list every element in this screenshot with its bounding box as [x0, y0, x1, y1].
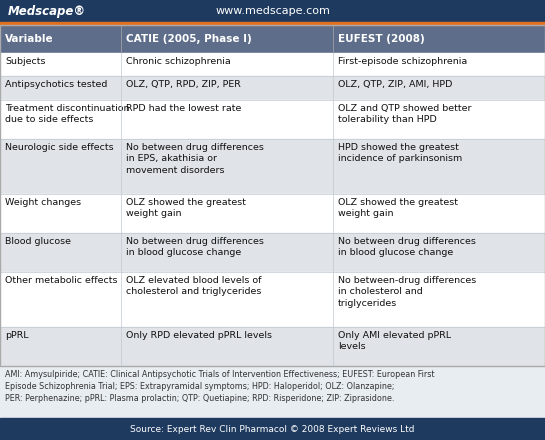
Bar	[0, 233, 545, 272]
Text: Only AMI elevated pPRL
levels: Only AMI elevated pPRL levels	[338, 331, 451, 351]
Text: No between drug differences
in blood glucose change: No between drug differences in blood glu…	[338, 237, 476, 257]
Bar	[0, 25, 545, 366]
Bar	[0, 272, 545, 327]
Text: pPRL: pPRL	[5, 331, 29, 340]
Text: AMI: Amysulpiride; CATIE: Clinical Antipsychotic Trials of Intervention Effectiv: AMI: Amysulpiride; CATIE: Clinical Antip…	[5, 370, 434, 403]
Text: OLZ, QTP, RPD, ZIP, PER: OLZ, QTP, RPD, ZIP, PER	[126, 81, 241, 89]
Text: Antipsychotics tested: Antipsychotics tested	[5, 81, 107, 89]
Text: Weight changes: Weight changes	[5, 198, 81, 207]
Bar	[0, 194, 545, 233]
Bar	[0, 99, 545, 139]
Text: No between-drug differences
in cholesterol and
triglycerides: No between-drug differences in cholester…	[338, 276, 476, 308]
Bar	[0, 53, 545, 76]
Bar	[0, 25, 545, 53]
Text: Subjects: Subjects	[5, 57, 45, 66]
Text: Source: Expert Rev Clin Pharmacol © 2008 Expert Reviews Ltd: Source: Expert Rev Clin Pharmacol © 2008…	[130, 425, 415, 433]
Text: Only RPD elevated pPRL levels: Only RPD elevated pPRL levels	[126, 331, 272, 340]
Text: OLZ, QTP, ZIP, AMI, HPD: OLZ, QTP, ZIP, AMI, HPD	[338, 81, 452, 89]
Bar	[0, 418, 545, 440]
Text: HPD showed the greatest
incidence of parkinsonism: HPD showed the greatest incidence of par…	[338, 143, 462, 163]
Bar	[0, 327, 545, 366]
Text: Blood glucose: Blood glucose	[5, 237, 71, 246]
Text: No between drug differences
in EPS, akathisia or
movement disorders: No between drug differences in EPS, akat…	[126, 143, 264, 175]
Text: EUFEST (2008): EUFEST (2008)	[338, 34, 425, 44]
Text: CATIE (2005, Phase I): CATIE (2005, Phase I)	[126, 34, 252, 44]
Text: RPD had the lowest rate: RPD had the lowest rate	[126, 103, 241, 113]
Text: OLZ and QTP showed better
tolerability than HPD: OLZ and QTP showed better tolerability t…	[338, 103, 471, 124]
Bar	[0, 366, 545, 418]
Text: Neurologic side effects: Neurologic side effects	[5, 143, 113, 152]
Text: OLZ elevated blood levels of
cholesterol and triglycerides: OLZ elevated blood levels of cholesterol…	[126, 276, 262, 296]
Text: Chronic schizophrenia: Chronic schizophrenia	[126, 57, 231, 66]
Text: First-episode schizophrenia: First-episode schizophrenia	[338, 57, 467, 66]
Bar	[0, 139, 545, 194]
Text: No between drug differences
in blood glucose change: No between drug differences in blood glu…	[126, 237, 264, 257]
Text: Other metabolic effects: Other metabolic effects	[5, 276, 118, 285]
Bar	[0, 22, 545, 25]
Text: Treatment discontinuation
due to side effects: Treatment discontinuation due to side ef…	[5, 103, 130, 124]
Text: Medscape®: Medscape®	[8, 4, 86, 18]
Text: Variable: Variable	[5, 34, 53, 44]
Bar	[0, 0, 545, 22]
Text: OLZ showed the greatest
weight gain: OLZ showed the greatest weight gain	[126, 198, 246, 218]
Text: OLZ showed the greatest
weight gain: OLZ showed the greatest weight gain	[338, 198, 458, 218]
Bar	[0, 76, 545, 99]
Text: www.medscape.com: www.medscape.com	[215, 6, 330, 16]
